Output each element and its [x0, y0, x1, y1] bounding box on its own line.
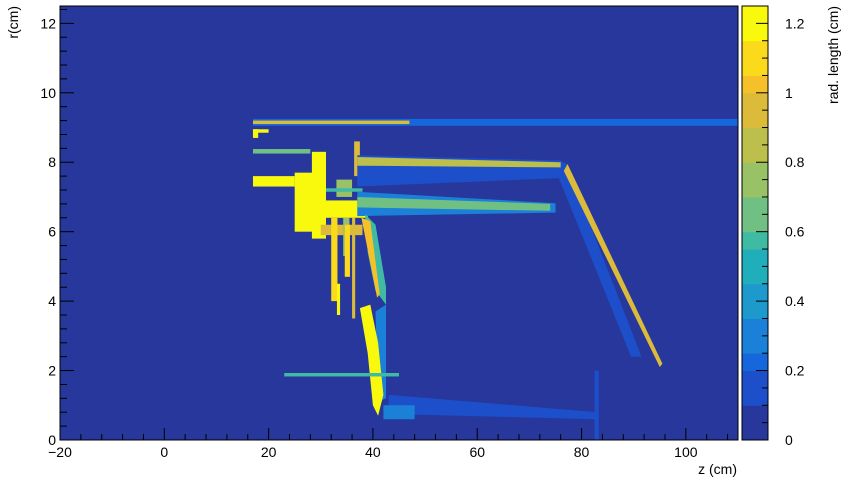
colorbar-bin — [742, 196, 768, 215]
colorbar-bin — [742, 110, 768, 129]
heatmap-region-17 — [344, 224, 350, 277]
y-tick-label: 0 — [48, 432, 56, 448]
heatmap-region-20 — [357, 157, 561, 168]
colorbar-bin — [742, 335, 768, 354]
heatmap-region-5 — [252, 149, 311, 154]
colorbar-bin — [742, 301, 768, 319]
x-tick-label: 40 — [365, 444, 381, 460]
colorbar-bin — [742, 422, 768, 441]
colorbar-bin — [742, 318, 768, 337]
colorbar-bin — [742, 75, 768, 94]
heatmap-region-1 — [252, 118, 738, 126]
colorbar-bin — [742, 127, 768, 146]
y-axis-title: r(cm) — [5, 6, 21, 39]
heatmap-region-2 — [252, 120, 410, 125]
colorbar-bin — [742, 387, 768, 406]
heatmap-region-22 — [357, 197, 551, 211]
plot-frame — [59, 5, 739, 441]
colorbar-title: rad. length (cm) — [825, 6, 841, 104]
heatmap-region-24 — [563, 164, 663, 368]
x-tick-label: 80 — [574, 444, 590, 460]
x-axis-title: z (cm) — [698, 461, 737, 477]
y-tick-label: 10 — [40, 85, 56, 101]
colorbar-tick-label: 1.2 — [785, 15, 805, 31]
heatmap-region-32 — [284, 372, 399, 377]
heatmap-region-12 — [325, 188, 363, 192]
x-tick-label: 20 — [261, 444, 277, 460]
colorbar-bin — [742, 266, 768, 285]
colorbar-tick-label: 0 — [785, 432, 793, 448]
x-axis: −20 0 20 40 60 80 100 — [48, 428, 729, 460]
heatmap-region-6 — [252, 176, 295, 187]
colorbar-bin — [742, 231, 768, 250]
colorbar-bin — [742, 6, 768, 24]
colorbar: 0 0.2 0.4 0.6 0.8 1 1.2 — [741, 5, 805, 448]
heatmap-region-9 — [310, 200, 368, 218]
heatmap-region-0 — [252, 6, 410, 118]
colorbar-bin — [742, 58, 768, 76]
y-tick-label: 8 — [48, 154, 56, 170]
heatmap-region-4 — [252, 129, 259, 138]
heatmap-region-29 — [388, 394, 598, 420]
colorbar-bin — [742, 92, 768, 111]
y-axis: 0 2 4 6 8 10 12 — [40, 8, 74, 448]
x-tick-label: 60 — [469, 444, 485, 460]
x-tick-label: 0 — [160, 444, 168, 460]
heatmap-region-30 — [383, 405, 415, 420]
heatmap-region-10 — [320, 224, 363, 236]
x-tick-label: −20 — [48, 444, 72, 460]
colorbar-bin — [742, 214, 768, 233]
colorbar-bin — [742, 179, 768, 198]
colorbar-bin — [742, 353, 768, 372]
y-tick-label: 12 — [40, 15, 56, 31]
colorbar-tick-label: 0.2 — [785, 363, 805, 379]
heatmap-region-3 — [252, 129, 269, 133]
colorbar-frame — [741, 5, 769, 441]
colorbar-bin — [742, 283, 768, 302]
y-tick-label: 2 — [48, 363, 56, 379]
heatmap-region-14 — [336, 283, 341, 316]
colorbar-bin — [742, 370, 768, 389]
colorbar-bin — [742, 40, 768, 59]
y-tick-label: 6 — [48, 224, 56, 240]
heatmap-region-33 — [594, 370, 599, 440]
colorbar-tick-label: 0.8 — [785, 154, 805, 170]
heatmap-region-26 — [361, 217, 380, 298]
colorbar-bin — [742, 144, 768, 163]
colorbar-tick-label: 1 — [785, 85, 793, 101]
heatmap-region-28 — [388, 276, 572, 343]
heatmap-region-23 — [558, 162, 642, 357]
colorbar-bin — [742, 405, 768, 424]
colorbar-bin — [742, 249, 768, 267]
heatmap-region-16 — [352, 217, 356, 319]
plot-area — [60, 6, 738, 440]
heatmap-region-13 — [331, 217, 338, 302]
colorbar-tick-label: 0.4 — [785, 293, 805, 309]
x-tick-label: 100 — [674, 444, 698, 460]
heatmap-region-18 — [354, 141, 360, 177]
colorbar-tick-label: 0.6 — [785, 224, 805, 240]
colorbar-bin — [742, 162, 768, 181]
heatmap-region-31 — [359, 304, 384, 416]
y-tick-label: 4 — [48, 293, 56, 309]
colorbar-bin — [742, 23, 768, 42]
